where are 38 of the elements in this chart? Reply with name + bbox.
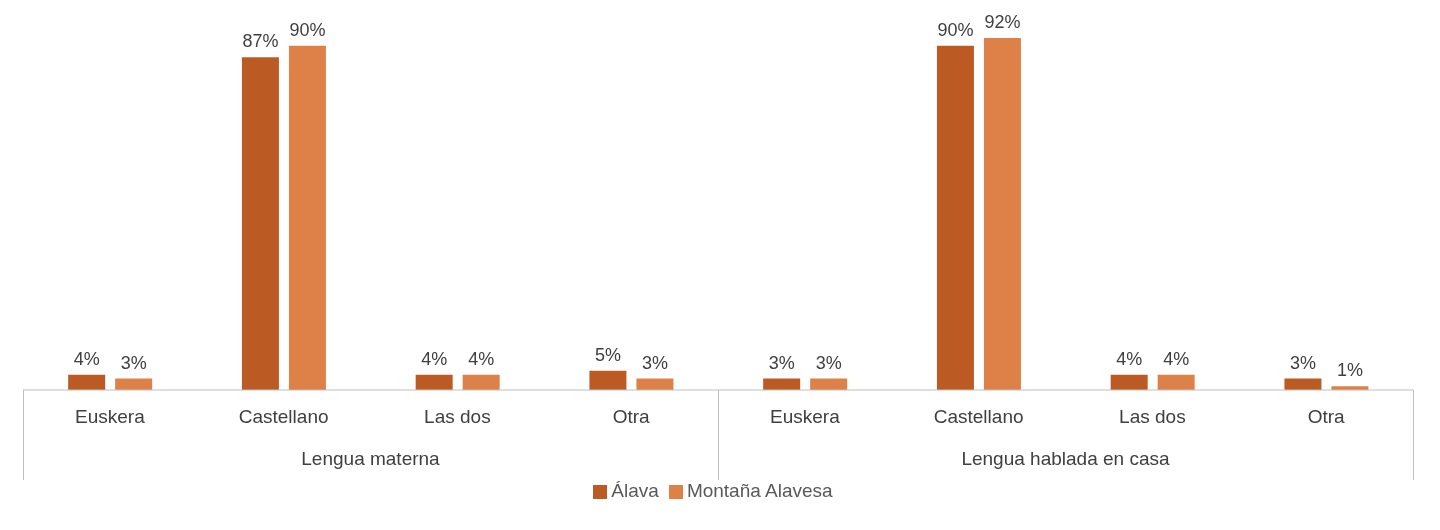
data-label: 87% [242, 31, 279, 52]
data-label: 3% [768, 352, 795, 373]
x-tick-label: Euskera [770, 406, 841, 428]
data-label: 4% [1163, 348, 1190, 369]
x-tick-label: Otra [1307, 406, 1346, 428]
data-label: 3% [641, 352, 668, 373]
bar [241, 57, 279, 390]
data-label: 90% [937, 19, 974, 40]
bar [415, 374, 453, 390]
bar [983, 38, 1021, 390]
x-tick-label: Castellano [933, 406, 1024, 428]
data-label: 90% [289, 19, 326, 40]
bar [936, 45, 974, 390]
data-label: 4% [1116, 348, 1143, 369]
data-label: 4% [421, 348, 448, 369]
bar [462, 374, 500, 390]
text: Lengua hablada en casa [960, 448, 1171, 470]
data-label: 92% [984, 12, 1021, 32]
bar [589, 370, 627, 390]
legend-label: Álava [611, 480, 659, 501]
bar [1157, 374, 1195, 390]
bar [288, 45, 326, 390]
text: Lengua materna [300, 448, 441, 470]
legend-label: Montaña Alavesa [686, 480, 833, 501]
data-label: 5% [594, 344, 621, 365]
x-tick-label: Euskera [75, 406, 146, 428]
data-label: 1% [1336, 360, 1363, 381]
data-label: 4% [468, 348, 495, 369]
data-label: 3% [815, 352, 842, 373]
bar [68, 374, 106, 390]
x-tick-label: Otra [612, 406, 651, 428]
data-label: 4% [73, 348, 100, 369]
data-label: 3% [120, 352, 147, 373]
data-label: 3% [1289, 352, 1316, 373]
x-tick-label: Castellano [238, 406, 329, 428]
bar [1110, 374, 1148, 390]
x-tick-label: Las dos [1119, 406, 1186, 428]
x-tick-label: Las dos [424, 406, 491, 428]
